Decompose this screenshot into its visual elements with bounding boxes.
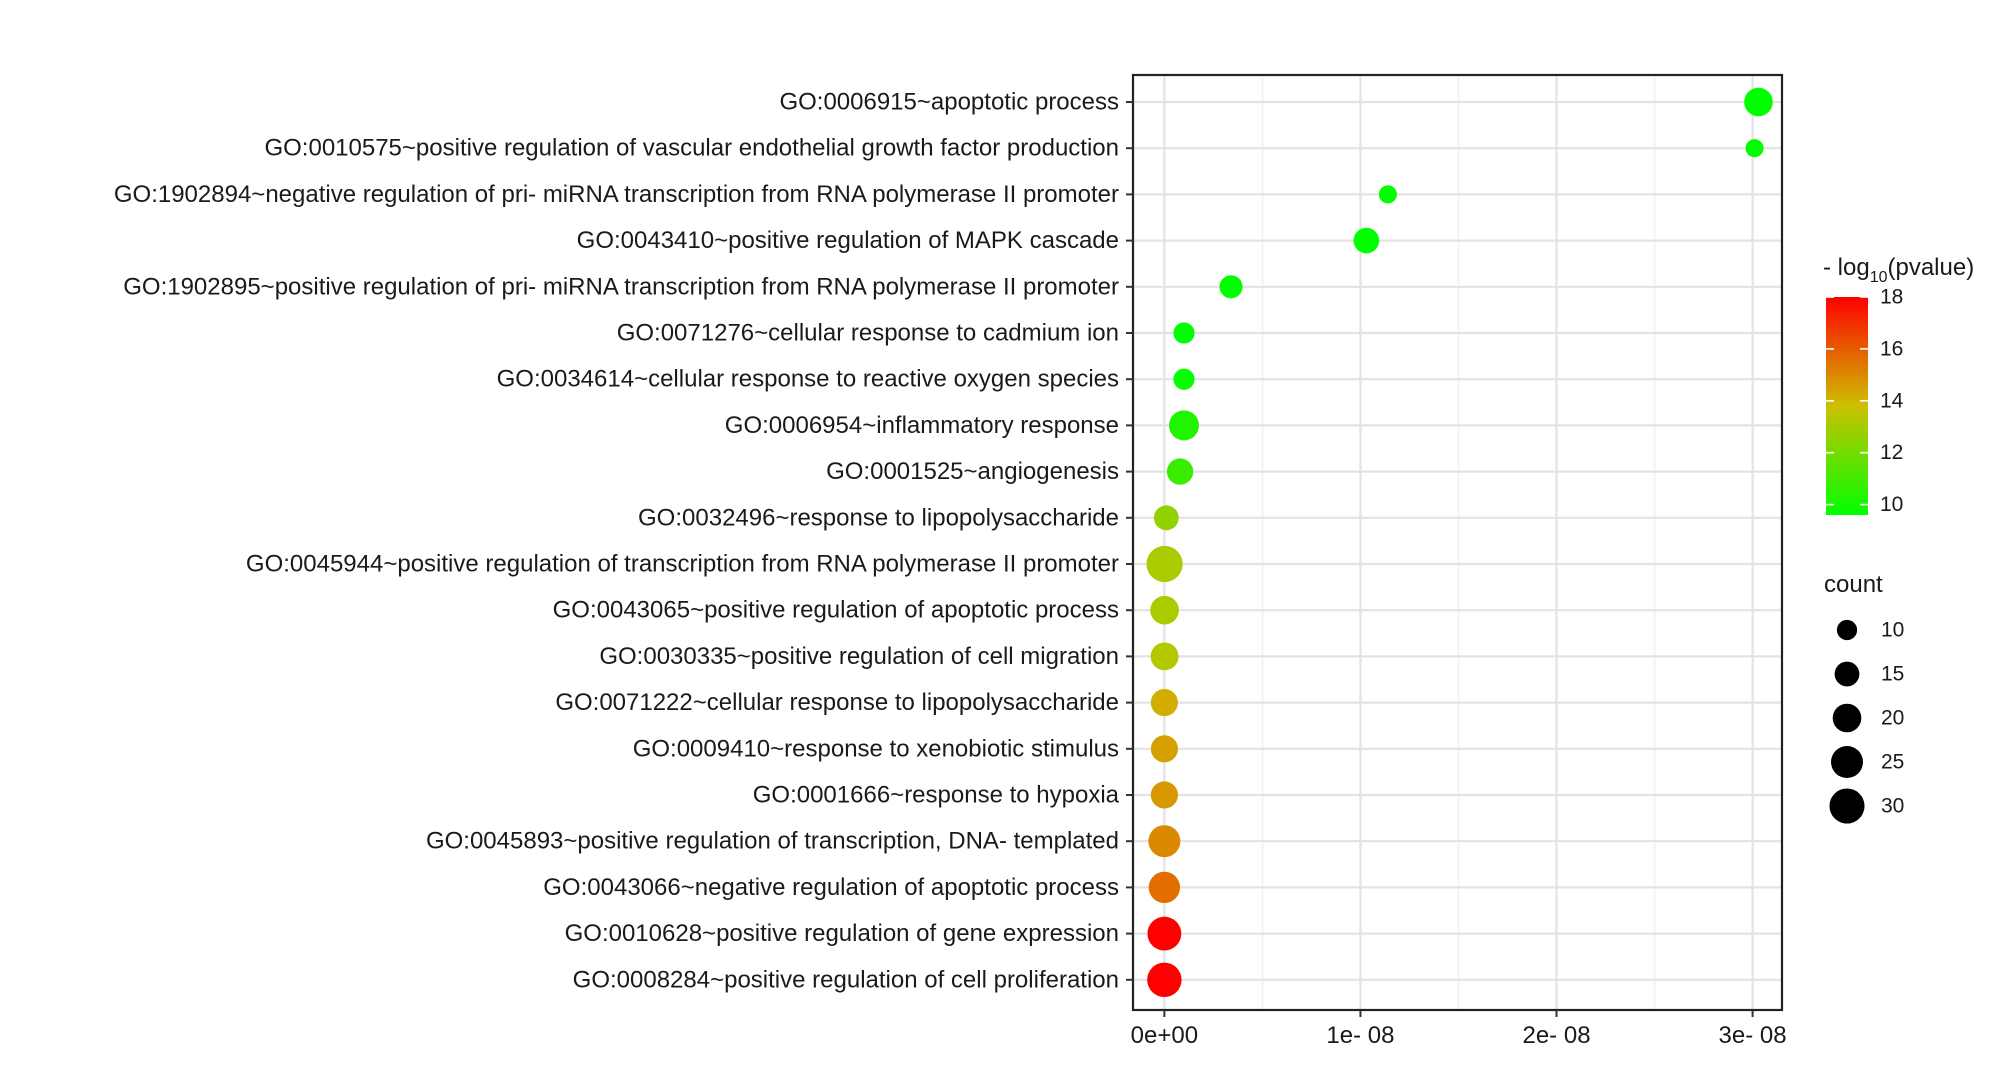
y-axis-category-label: GO:0043065~positive regulation of apopto… — [553, 597, 1119, 624]
data-point — [1378, 185, 1397, 204]
size-legend-label: 10 — [1881, 619, 1904, 642]
data-point — [1219, 275, 1243, 299]
y-axis-category-label: GO:0006915~apoptotic process — [779, 89, 1119, 116]
color-legend-gradient-bar — [1826, 297, 1868, 515]
data-point — [1148, 825, 1181, 858]
color-legend-tick-label: 16 — [1880, 337, 1903, 360]
y-axis-category-label: GO:0006954~inflammatory response — [725, 412, 1119, 439]
y-axis-category-label: GO:0001666~response to hypoxia — [753, 782, 1120, 809]
y-axis-category-label: GO:0032496~response to lipopolysaccharid… — [638, 504, 1119, 531]
x-axis-tick-label: 3e- 08 — [1719, 1022, 1787, 1049]
color-legend-title-sub: 10 — [1870, 269, 1888, 286]
y-axis-category-label: GO:0010575~positive regulation of vascul… — [264, 135, 1119, 162]
size-legend-circle — [1834, 661, 1860, 687]
color-legend-tick-label: 14 — [1880, 389, 1904, 412]
color-legend-ticks: 10 12 14 16 18 — [1826, 286, 1904, 516]
data-point — [1353, 227, 1380, 254]
y-axis-category-label: GO:0008284~positive regulation of cell p… — [573, 966, 1119, 993]
color-legend-tick-label: 12 — [1880, 441, 1903, 464]
x-axis: 0e+00 1e- 08 2e- 08 3e- 08 — [1131, 1010, 1787, 1049]
size-legend-label: 30 — [1881, 795, 1904, 818]
data-point — [1173, 322, 1195, 344]
data-point — [1150, 595, 1179, 625]
data-point — [1147, 916, 1182, 951]
color-legend-title: - log10(pvalue) — [1823, 254, 1974, 286]
color-legend-title-post: (pvalue) — [1887, 254, 1974, 281]
data-point — [1148, 871, 1181, 904]
data-point — [1168, 410, 1199, 441]
y-axis-category-label: GO:1902894~negative regulation of pri- m… — [114, 181, 1119, 208]
y-axis-category-label: GO:0034614~cellular response to reactive… — [497, 366, 1119, 393]
data-point — [1150, 689, 1178, 717]
x-axis-tick-label: 2e- 08 — [1522, 1022, 1590, 1049]
data-point — [1166, 458, 1194, 485]
size-legend-circle — [1832, 703, 1862, 733]
y-axis-category-label: GO:0043410~positive regulation of MAPK c… — [577, 227, 1119, 254]
y-axis-category-label: GO:0009410~response to xenobiotic stimul… — [633, 735, 1119, 762]
data-point — [1150, 642, 1179, 671]
x-axis-tick-label: 0e+00 — [1131, 1022, 1198, 1049]
data-point — [1146, 545, 1183, 583]
plot-panel-border — [1131, 73, 1784, 1012]
data-point — [1150, 735, 1178, 763]
y-axis-category-label: GO:0010628~positive regulation of gene e… — [565, 920, 1119, 947]
y-axis-category-label: GO:0030335~positive regulation of cell m… — [599, 643, 1119, 670]
grid-lines — [1133, 75, 1782, 1010]
size-legend-label: 20 — [1881, 707, 1904, 730]
color-legend-title-pre: - log — [1823, 254, 1870, 281]
size-legend-label: 15 — [1881, 663, 1904, 686]
data-point — [1147, 962, 1182, 998]
x-axis-tick-label: 1e- 08 — [1326, 1022, 1394, 1049]
data-point — [1173, 368, 1195, 390]
color-legend-tick-label: 10 — [1880, 493, 1903, 516]
size-legend: count 10 15 20 25 30 — [1824, 571, 1904, 824]
size-legend-circle — [1836, 619, 1858, 641]
size-legend-items: 10 15 20 25 30 — [1829, 619, 1904, 824]
data-point — [1150, 781, 1178, 809]
size-legend-circle — [1831, 746, 1863, 778]
size-legend-label: 25 — [1881, 751, 1904, 774]
y-axis-category-label: GO:0045944~positive regulation of transc… — [246, 551, 1119, 578]
y-axis-category-label: GO:0071222~cellular response to lipopoly… — [555, 689, 1119, 716]
y-axis-category-label: GO:1902895~positive regulation of pri- m… — [123, 273, 1119, 300]
color-legend-tick-label: 18 — [1880, 286, 1903, 309]
y-axis-category-label: GO:0001525~angiogenesis — [826, 458, 1119, 485]
size-legend-circle — [1829, 788, 1865, 824]
y-axis-category-labels: GO:0006915~apoptotic process GO:0010575~p… — [114, 89, 1133, 993]
size-legend-title: count — [1824, 571, 1883, 598]
y-axis-category-label: GO:0043066~negative regulation of apopto… — [543, 874, 1119, 901]
data-points — [1146, 87, 1773, 998]
y-axis-category-label: GO:0045893~positive regulation of transc… — [426, 828, 1119, 855]
y-axis-category-label: GO:0071276~cellular response to cadmium … — [617, 320, 1119, 347]
data-point — [1744, 87, 1773, 117]
data-point — [1745, 139, 1764, 158]
data-point — [1153, 505, 1179, 531]
